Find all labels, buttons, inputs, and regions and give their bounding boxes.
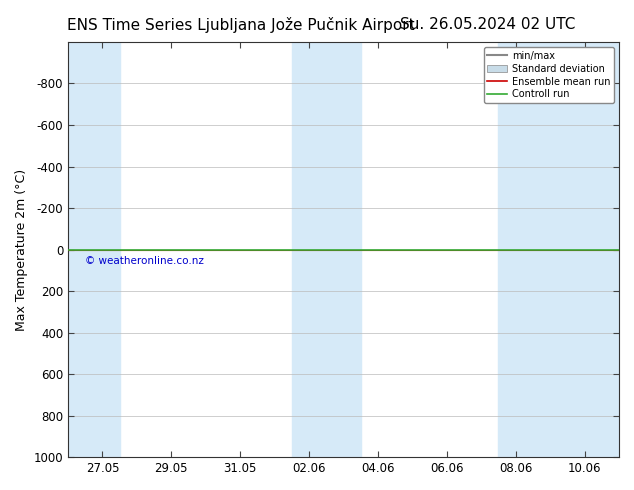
Text: Su. 26.05.2024 02 UTC: Su. 26.05.2024 02 UTC [401,17,576,32]
Bar [498,42,619,457]
Bar [292,42,361,457]
Bar [68,42,120,457]
Y-axis label: Max Temperature 2m (°C): Max Temperature 2m (°C) [15,169,28,331]
Text: ENS Time Series Ljubljana Jože Pučnik Airport: ENS Time Series Ljubljana Jože Pučnik Ai… [67,17,415,33]
Legend: min/max, Standard deviation, Ensemble mean run, Controll run: min/max, Standard deviation, Ensemble me… [484,47,614,103]
Text: © weatheronline.co.nz: © weatheronline.co.nz [85,256,204,266]
